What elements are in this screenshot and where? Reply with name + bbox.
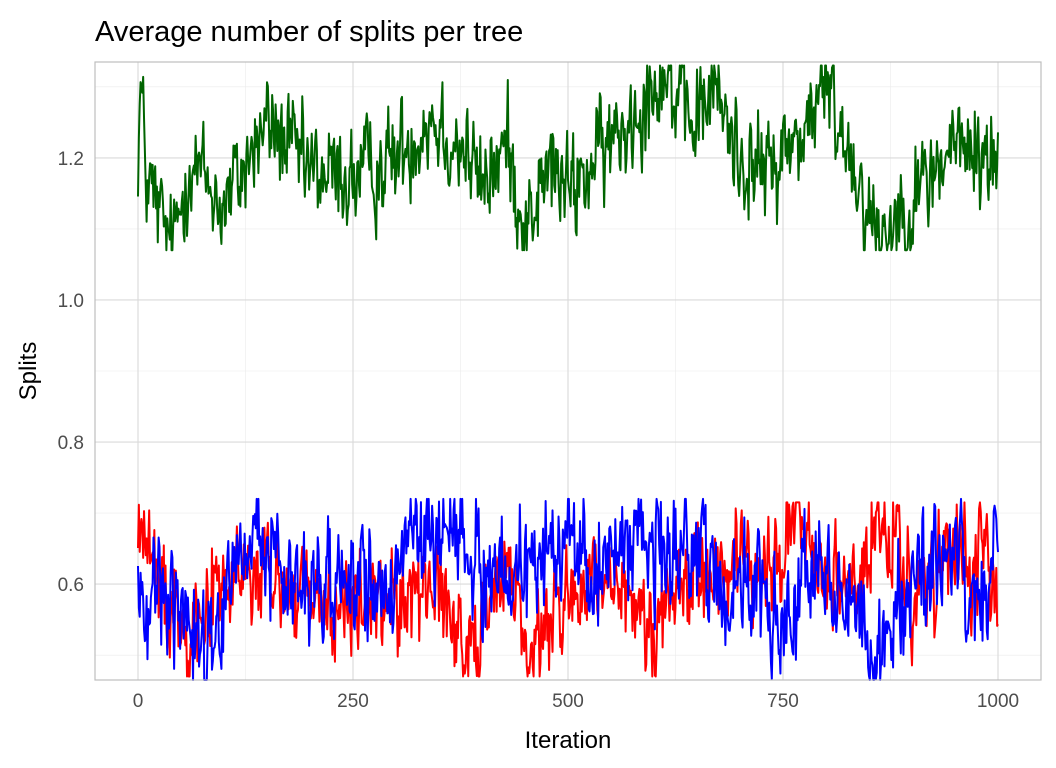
x-axis-title: Iteration: [525, 727, 612, 754]
y-axis-ticks: 0.6 0.8 1.0 1.2: [58, 149, 84, 596]
series-line-red: [137, 501, 999, 678]
y-axis-title: Splits: [15, 342, 42, 401]
x-axis-ticks: 0 250 500 750 1000: [133, 691, 1019, 712]
x-tick-label: 250: [337, 691, 369, 712]
x-tick-label: 750: [767, 691, 799, 712]
y-tick-label: 1.0: [58, 291, 84, 312]
series-line-blue: [137, 497, 999, 681]
y-tick-label: 0.6: [58, 575, 84, 596]
plot-panel: [94, 61, 1042, 681]
series-line-green: [137, 64, 999, 252]
y-tick-label: 0.8: [58, 433, 84, 454]
x-tick-label: 1000: [977, 691, 1019, 712]
panel-border: [94, 61, 1042, 681]
chart-title: Average number of splits per tree: [95, 16, 523, 48]
x-tick-label: 500: [552, 691, 584, 712]
series-layer: [137, 64, 999, 681]
y-tick-label: 1.2: [58, 149, 84, 170]
x-tick-label: 0: [133, 691, 144, 712]
